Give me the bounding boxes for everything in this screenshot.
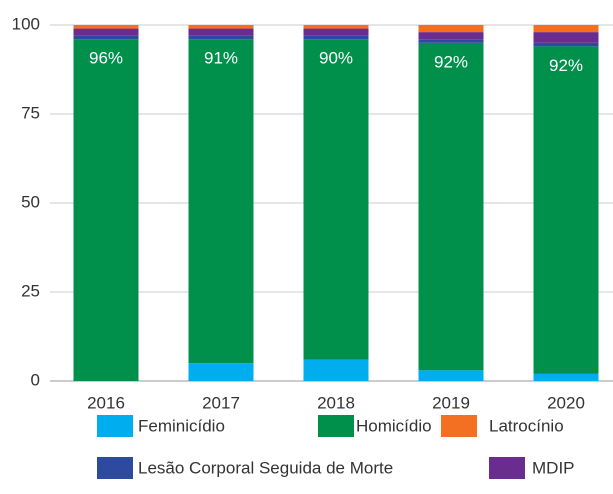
- bar-segment: [303, 39, 369, 360]
- bar-segment: [73, 35, 139, 40]
- legend-swatch: [441, 415, 477, 437]
- legend-swatch: [489, 457, 525, 479]
- bar-segment: [533, 46, 599, 374]
- bar-segment: [188, 25, 254, 29]
- bar-segment: [533, 32, 599, 43]
- y-tick-label: 100: [12, 14, 40, 33]
- value-label: 92%: [549, 56, 583, 75]
- bar-segment: [188, 35, 254, 40]
- value-label: 96%: [89, 49, 123, 68]
- legend-label: Homicídio: [356, 416, 432, 435]
- bar-segment: [418, 39, 484, 43]
- legend-swatch: [97, 415, 133, 437]
- bar-segment: [533, 42, 599, 47]
- bar-segment: [418, 42, 484, 371]
- value-label: 90%: [319, 49, 353, 68]
- bar-segment: [73, 39, 139, 382]
- x-tick-label: 2018: [317, 393, 355, 412]
- y-tick-label: 75: [21, 103, 40, 122]
- x-tick-label: 2016: [87, 393, 125, 412]
- bar-segment: [188, 363, 254, 381]
- bar-segment: [303, 359, 369, 381]
- y-tick-label: 25: [21, 281, 40, 300]
- bar-segment: [533, 373, 599, 381]
- legend-swatch: [97, 457, 133, 479]
- legend-label: Lesão Corporal Seguida de Morte: [138, 458, 393, 477]
- bar-segment: [188, 39, 254, 364]
- bar-segment: [418, 370, 484, 381]
- y-tick-label: 0: [31, 370, 40, 389]
- bar-segment: [533, 25, 599, 33]
- bar-segment: [188, 28, 254, 36]
- bar-segment: [418, 32, 484, 40]
- legend-label: MDIP: [532, 458, 575, 477]
- value-label: 92%: [434, 52, 468, 71]
- bar-segment: [303, 25, 369, 29]
- bar-segment: [73, 28, 139, 36]
- x-tick-label: 2017: [202, 393, 240, 412]
- bar-segment: [303, 28, 369, 36]
- bar-segment: [303, 35, 369, 40]
- legend-label: Feminicídio: [138, 416, 225, 435]
- value-label: 91%: [204, 49, 238, 68]
- x-tick-label: 2019: [432, 393, 470, 412]
- legend-label: Latrocínio: [489, 416, 564, 435]
- bar-segment: [73, 25, 139, 29]
- legend-swatch: [318, 415, 354, 437]
- bar-segment: [418, 25, 484, 33]
- x-tick-label: 2020: [547, 393, 585, 412]
- y-tick-label: 50: [21, 192, 40, 211]
